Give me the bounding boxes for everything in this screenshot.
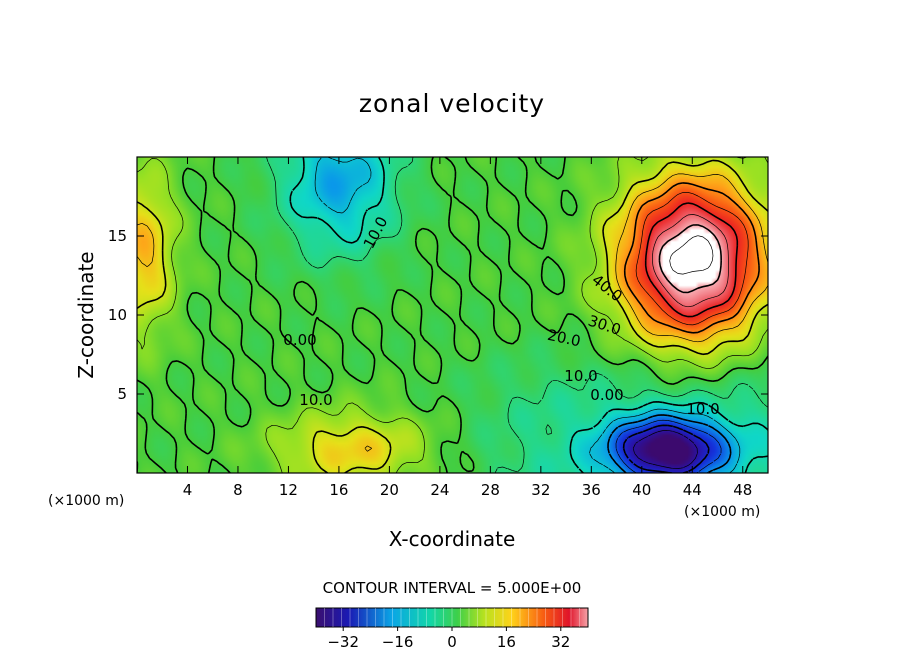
- contour-line: [137, 159, 768, 473]
- colorbar-ticks: −32 −16 0 16 32: [327, 627, 570, 651]
- contour-line: [635, 192, 749, 326]
- contour-lines: [137, 157, 768, 473]
- contour-label: 0.00: [590, 386, 623, 404]
- y-axis: 5 10 15: [108, 227, 768, 403]
- contour-line: [266, 157, 768, 473]
- contour-line: [632, 430, 698, 469]
- x-tick-label: 24: [430, 481, 449, 499]
- contour-line: [137, 173, 768, 452]
- colorbar-tick-label: −32: [327, 633, 359, 651]
- contour-label: 10.0: [299, 391, 332, 409]
- y-tick-label: 15: [108, 227, 127, 245]
- contour-interval-label: CONTOUR INTERVAL = 5.000E+00: [323, 579, 582, 597]
- x-unit-left: (×1000 m): [48, 493, 124, 509]
- x-tick-label: 44: [683, 481, 702, 499]
- contour-line: [314, 157, 741, 473]
- contour-line: [623, 182, 760, 334]
- contour-line: [644, 202, 739, 318]
- x-tick-label: 36: [582, 481, 601, 499]
- x-axis-label: X-coordinate: [389, 527, 516, 551]
- colorbar-tick-label: 0: [447, 633, 457, 651]
- colorbar-tick-label: 16: [497, 633, 516, 651]
- contour-line: [607, 414, 732, 473]
- x-tick-label: 4: [183, 481, 193, 499]
- x-tick-label: 48: [733, 481, 752, 499]
- contour-line: [289, 157, 768, 473]
- colorbar-tick-label: 32: [551, 633, 570, 651]
- contour-line: [615, 419, 722, 473]
- contour-field: [137, 157, 768, 473]
- y-tick-label: 10: [108, 306, 127, 324]
- contour-line: [669, 235, 714, 275]
- x-tick-label: 28: [481, 481, 500, 499]
- x-axis: 4 8 12 16 20 24 28 32 36 40 44 48: [183, 157, 752, 499]
- x-tick-label: 20: [380, 481, 399, 499]
- contour-label: 10.0: [564, 367, 597, 385]
- x-tick-label: 32: [531, 481, 550, 499]
- y-axis-label: Z-coordinate: [74, 251, 98, 378]
- colorbar-dividers: [324, 608, 580, 627]
- contour-line: [658, 224, 722, 294]
- x-tick-label: 40: [632, 481, 651, 499]
- colorbar-tick-label: −16: [382, 633, 414, 651]
- x-tick-label: 12: [279, 481, 298, 499]
- x-tick-label: 16: [329, 481, 348, 499]
- y-tick-label: 5: [117, 385, 127, 403]
- contour-label: 10.0: [686, 400, 719, 418]
- colorbar: −32 −16 0 16 32: [315, 607, 589, 651]
- contour-label: 0.00: [283, 331, 316, 349]
- contour-line: [652, 214, 729, 308]
- x-unit-right: (×1000 m): [684, 504, 760, 520]
- x-tick-label: 8: [233, 481, 243, 499]
- chart-title: zonal velocity: [359, 89, 545, 118]
